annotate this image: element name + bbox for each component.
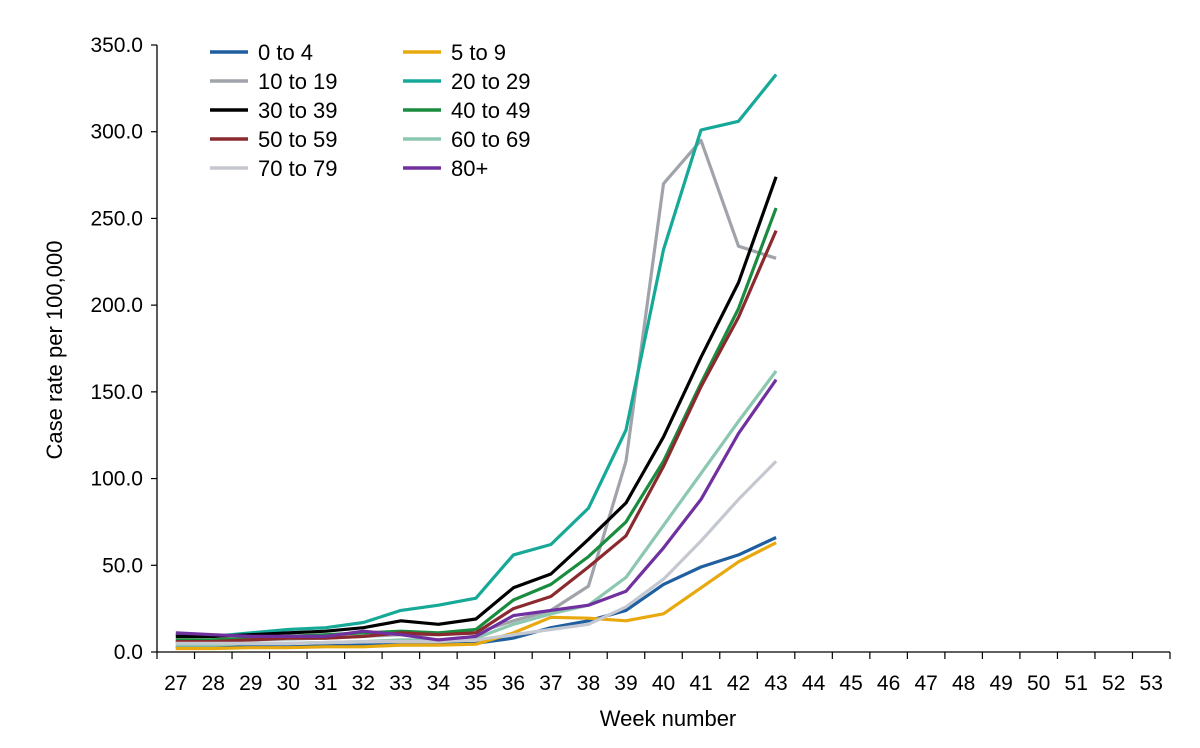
legend-label-70-to-79: 70 to 79 (258, 156, 338, 181)
x-tick-label: 37 (539, 672, 562, 695)
legend-label-20-to-29: 20 to 29 (451, 69, 531, 94)
legend-label-80plus: 80+ (451, 156, 488, 181)
x-tick-label: 30 (277, 672, 300, 695)
x-tick-label: 43 (764, 672, 787, 695)
x-tick-label: 27 (164, 672, 187, 695)
legend: 0 to 4 5 to 9 10 to 19 20 to 29 30 to 39 40 t… (210, 40, 531, 181)
y-axis-title: Case rate per 100,000 (42, 241, 67, 460)
legend-label-10-to-19: 10 to 19 (258, 69, 338, 94)
x-tick-label: 33 (389, 672, 412, 695)
y-tick-label: 0.0 (114, 641, 143, 664)
series-line-70-to-79 (175, 460, 778, 645)
y-tick-label: 250.0 (90, 207, 143, 230)
y-axis-ticks: 0.0 50.0 100.0 150.0 200.0 250.0 300.0 350.0 (90, 34, 157, 664)
legend-label-40-to-49: 40 to 49 (451, 98, 531, 123)
series-line-30-to-39 (175, 176, 778, 639)
x-tick-label: 28 (202, 672, 225, 695)
x-tick-label: 40 (652, 672, 675, 695)
legend-label-30-to-39: 30 to 39 (258, 98, 338, 123)
y-tick-label: 350.0 (90, 34, 143, 57)
series-line-20-to-29 (175, 73, 778, 639)
axes (156, 45, 1170, 653)
x-tick-label: 52 (1102, 672, 1125, 695)
x-tick-label: 31 (314, 672, 337, 695)
y-axis-title-group: Case rate per 100,000 (42, 241, 67, 460)
x-tick-label: 35 (464, 672, 487, 695)
x-tick-label: 34 (427, 672, 451, 695)
y-tick-label: 200.0 (90, 294, 143, 317)
x-tick-label: 41 (689, 672, 712, 695)
y-tick-label: 150.0 (90, 381, 143, 404)
x-tick-label: 48 (952, 672, 975, 695)
x-tick-label: 51 (1065, 672, 1088, 695)
x-tick-label: 45 (839, 672, 862, 695)
x-tick-label: 39 (614, 672, 637, 695)
x-tick-label: 29 (239, 672, 262, 695)
legend-label-50-to-59: 50 to 59 (258, 127, 338, 152)
x-tick-label: 32 (352, 672, 375, 695)
x-tick-label: 47 (914, 672, 937, 695)
series-line-5-to-9 (175, 541, 777, 651)
x-tick-label: 53 (1140, 672, 1163, 695)
x-tick-label: 42 (727, 672, 750, 695)
x-tick-label: 50 (1027, 672, 1050, 695)
series-lines (175, 73, 778, 651)
x-axis-ticks: 27 28 29 30 31 32 33 34 35 36 37 38 39 40 41 42 43 44 45 46… (156, 652, 1171, 695)
series-line-50-to-59 (175, 229, 778, 644)
y-tick-label: 50.0 (102, 554, 143, 577)
legend-label-0-to-4: 0 to 4 (258, 40, 313, 65)
y-tick-label: 300.0 (90, 121, 143, 144)
x-tick-label: 49 (989, 672, 1012, 695)
legend-label-5-to-9: 5 to 9 (451, 40, 506, 65)
series-line-80plus (175, 378, 778, 642)
x-tick-label: 36 (502, 672, 525, 695)
x-tick-label: 38 (577, 672, 600, 695)
x-axis-title: Week number (600, 706, 737, 731)
x-tick-label: 46 (877, 672, 900, 695)
x-tick-label: 44 (802, 672, 826, 695)
y-tick-label: 100.0 (90, 468, 143, 491)
legend-label-60-to-69: 60 to 69 (451, 127, 531, 152)
